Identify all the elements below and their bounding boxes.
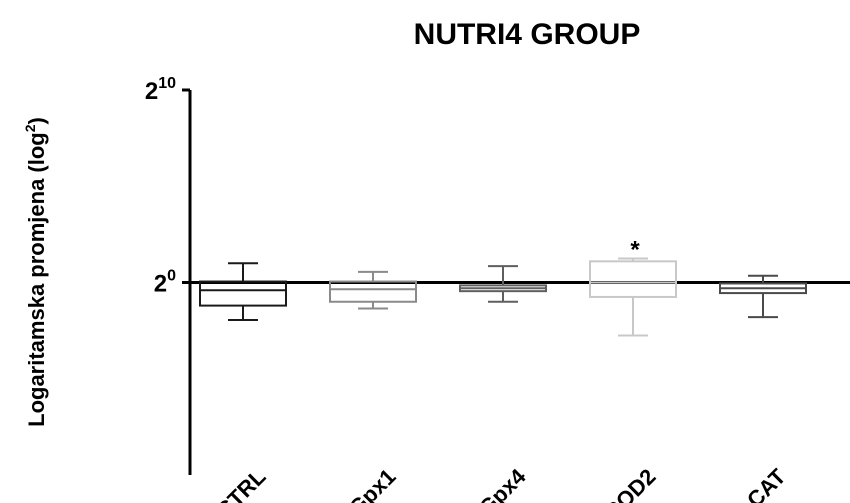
box-sod2 (589, 257, 677, 337)
significance-marker: * (630, 236, 640, 263)
box-gpx1 (329, 270, 417, 310)
boxes (199, 257, 807, 337)
y-axis-label-text: Logaritamska promjena (log (24, 132, 49, 427)
category-label: SOD2 (600, 464, 660, 503)
y-axis-label-superscript: 2 (22, 124, 38, 132)
y-axis-label: Logaritamska promjena (log2) (22, 117, 49, 427)
box-iqr (199, 280, 287, 307)
chart-title: NUTRI4 GROUP (414, 18, 641, 51)
y-axis-label-suffix: ) (24, 117, 49, 124)
y-tick-exponent: 0 (167, 268, 176, 285)
y-tick-base: 2 (145, 78, 158, 105)
y-tick-label: 210 (145, 75, 176, 105)
category-label: Gpx4 (474, 463, 531, 503)
box-gpx4 (459, 265, 547, 303)
box-iqr (589, 260, 677, 298)
y-tick-label: 20 (154, 268, 176, 298)
box-iqr (329, 280, 417, 303)
y-tick-base: 2 (154, 271, 167, 298)
category-label: Gpx1 (344, 464, 401, 503)
category-label: CAT (742, 463, 791, 503)
category-label: CTRL (211, 464, 270, 503)
box-cat (719, 274, 807, 319)
box-ctrl (199, 262, 287, 322)
annotations: * (630, 236, 640, 263)
category-labels: CTRL Gpx1 Gpx4 SOD2 CAT (211, 463, 791, 503)
y-tick-exponent: 10 (158, 75, 176, 92)
